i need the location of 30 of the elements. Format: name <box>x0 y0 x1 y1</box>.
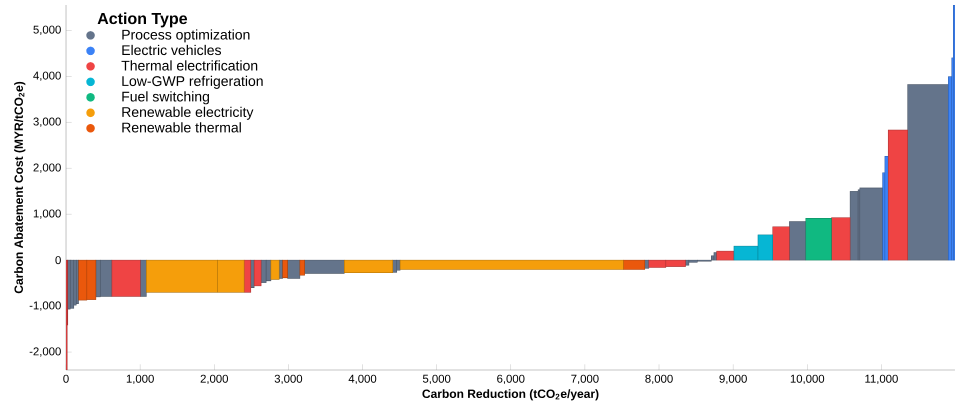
x-tick-label: 9,000 <box>719 374 747 384</box>
legend-label: Thermal electrification <box>122 60 258 71</box>
x-tick-label: 1,000 <box>126 374 154 384</box>
y-tick-label: 3,000 <box>33 118 61 127</box>
legend-title: Action Type <box>98 12 188 28</box>
y-tick-label: 2,000 <box>34 164 61 173</box>
x-axis-title: Carbon Reduction (tCO$_{2}$e/year) <box>422 389 598 400</box>
y-tick-label: 0 <box>55 256 61 264</box>
x-tick-label: 8,000 <box>645 374 673 384</box>
y-tick-label: -1,000 <box>30 301 61 311</box>
y-tick-label: 5,000 <box>33 26 61 35</box>
x-tick-label: 11,000 <box>865 374 898 384</box>
x-tick-label: 3,000 <box>274 374 302 384</box>
x-tick-label: 7,000 <box>571 374 599 384</box>
legend-label: Low-GWP refrigeration <box>122 76 263 89</box>
legend-label: Electric vehicles <box>122 44 222 56</box>
x-tick-label: 0 <box>63 374 69 383</box>
y-tick-label: 1,000 <box>34 209 61 219</box>
y-tick-label: 4,000 <box>33 72 61 81</box>
x-tick-label: 4,000 <box>348 374 376 384</box>
legend-label: Fuel switching <box>122 91 209 104</box>
legend-label: Renewable electricity <box>122 106 254 120</box>
x-tick-label: 5,000 <box>422 374 450 384</box>
y-tick-label: -2,000 <box>30 347 61 357</box>
x-tick-label: 2,000 <box>200 374 228 384</box>
y-axis-title: Carbon Abatement Cost (MYR/tCO$_{2}$e) <box>14 82 26 294</box>
legend-label: Renewable thermal <box>122 122 241 132</box>
legend-label: Process optimization <box>122 29 250 42</box>
x-tick-label: 10,000 <box>790 374 824 384</box>
x-tick-label: 6,000 <box>497 374 524 384</box>
